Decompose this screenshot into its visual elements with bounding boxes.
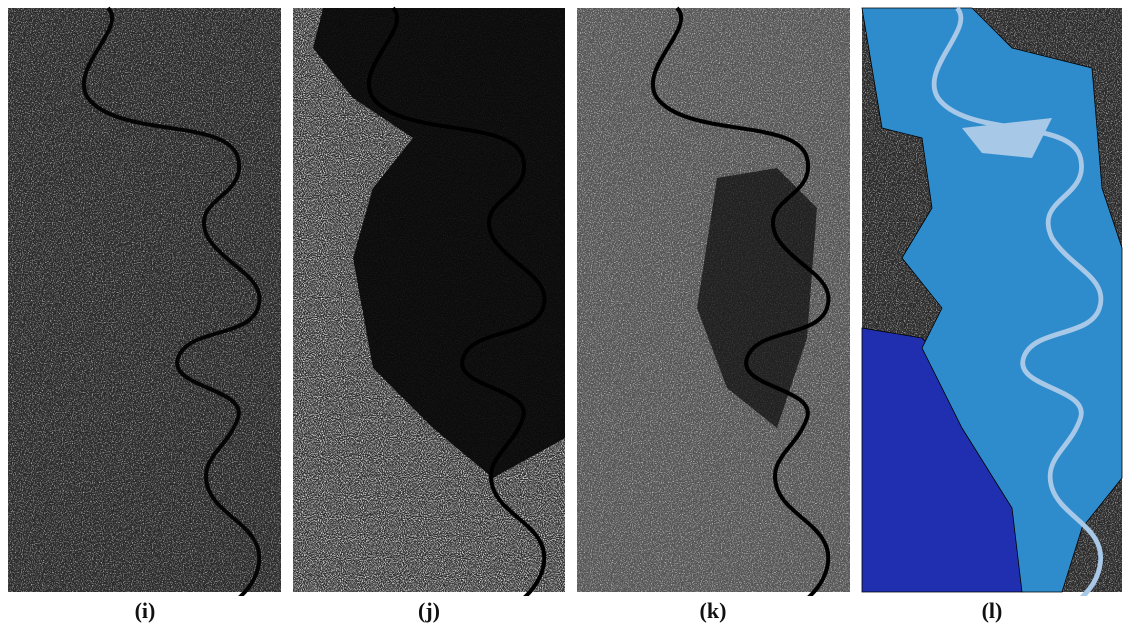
panels (0, 0, 1127, 596)
panel-l (862, 8, 1122, 596)
panel-label: (k) (683, 598, 743, 624)
panel-label: (j) (399, 598, 459, 624)
panel-j (293, 8, 565, 596)
panel-k (577, 8, 850, 596)
panel-label: (l) (962, 598, 1022, 624)
figure: (i) (j) (k) (l) (0, 0, 1127, 633)
panel-i (8, 8, 281, 596)
panel-label: (i) (115, 598, 175, 624)
